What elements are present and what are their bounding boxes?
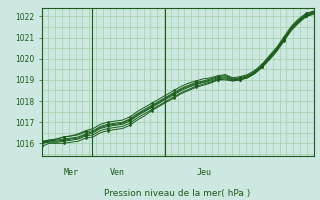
Text: Mer: Mer [63, 168, 78, 177]
Text: Pression niveau de la mer( hPa ): Pression niveau de la mer( hPa ) [104, 189, 251, 198]
Text: Jeu: Jeu [196, 168, 212, 177]
Text: Ven: Ven [109, 168, 124, 177]
